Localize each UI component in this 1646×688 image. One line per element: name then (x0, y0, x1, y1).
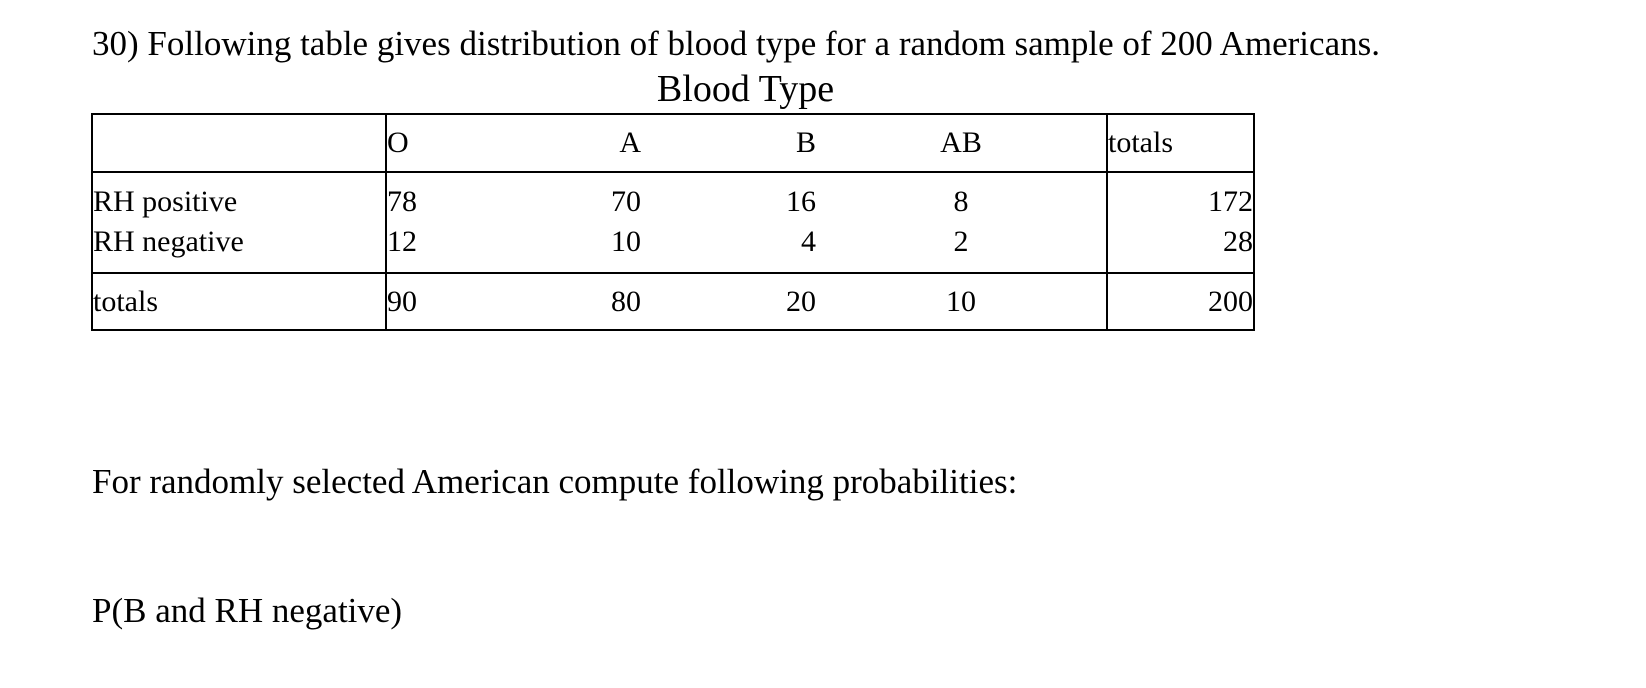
cell-a: 10 (611, 225, 641, 258)
column-header-o: O (386, 114, 521, 173)
cell-o: 90 (387, 284, 417, 318)
column-header-a: A (521, 114, 641, 173)
column-header-empty (92, 114, 387, 173)
cell-o: 12 (387, 225, 417, 258)
cell-ab: 10 (946, 284, 976, 318)
table-row-totals: totals 90 80 20 10 200 (92, 273, 1254, 330)
column-header-ab: AB (816, 114, 1107, 173)
cell-b: 16 (786, 185, 816, 218)
cell-o: 78 (387, 185, 417, 218)
table-caption: Blood Type (656, 68, 835, 110)
cell-total: 200 (1106, 273, 1254, 330)
row-label: RH negative (92, 222, 387, 273)
table-header-row: O A B AB totals (92, 114, 1254, 173)
problem-title: 30) Following table gives distribution o… (92, 24, 1380, 63)
cell-total: 28 (1106, 222, 1254, 273)
table-row-rh-negative: RH negative 12 10 4 2 28 (92, 222, 1254, 273)
row-label: totals (92, 273, 387, 330)
cell-b: 20 (786, 284, 816, 318)
question-item: P(B and RH negative) (92, 591, 403, 630)
cell-a: 70 (611, 185, 641, 218)
column-header-totals: totals (1106, 114, 1254, 173)
cell-a: 80 (611, 284, 641, 318)
questions-block: For randomly selected American compute f… (92, 374, 1017, 688)
row-label: RH positive (92, 172, 387, 222)
column-header-b: B (641, 114, 816, 173)
blood-type-table: O A B AB totals RH positive 78 70 16 8 1… (91, 113, 1255, 331)
cell-ab: 2 (953, 225, 969, 258)
cell-ab: 8 (953, 185, 969, 218)
cell-total: 172 (1106, 172, 1254, 222)
cell-b: 4 (801, 225, 816, 258)
questions-intro: For randomly selected American compute f… (92, 462, 1018, 501)
table-row-rh-positive: RH positive 78 70 16 8 172 (92, 172, 1254, 222)
